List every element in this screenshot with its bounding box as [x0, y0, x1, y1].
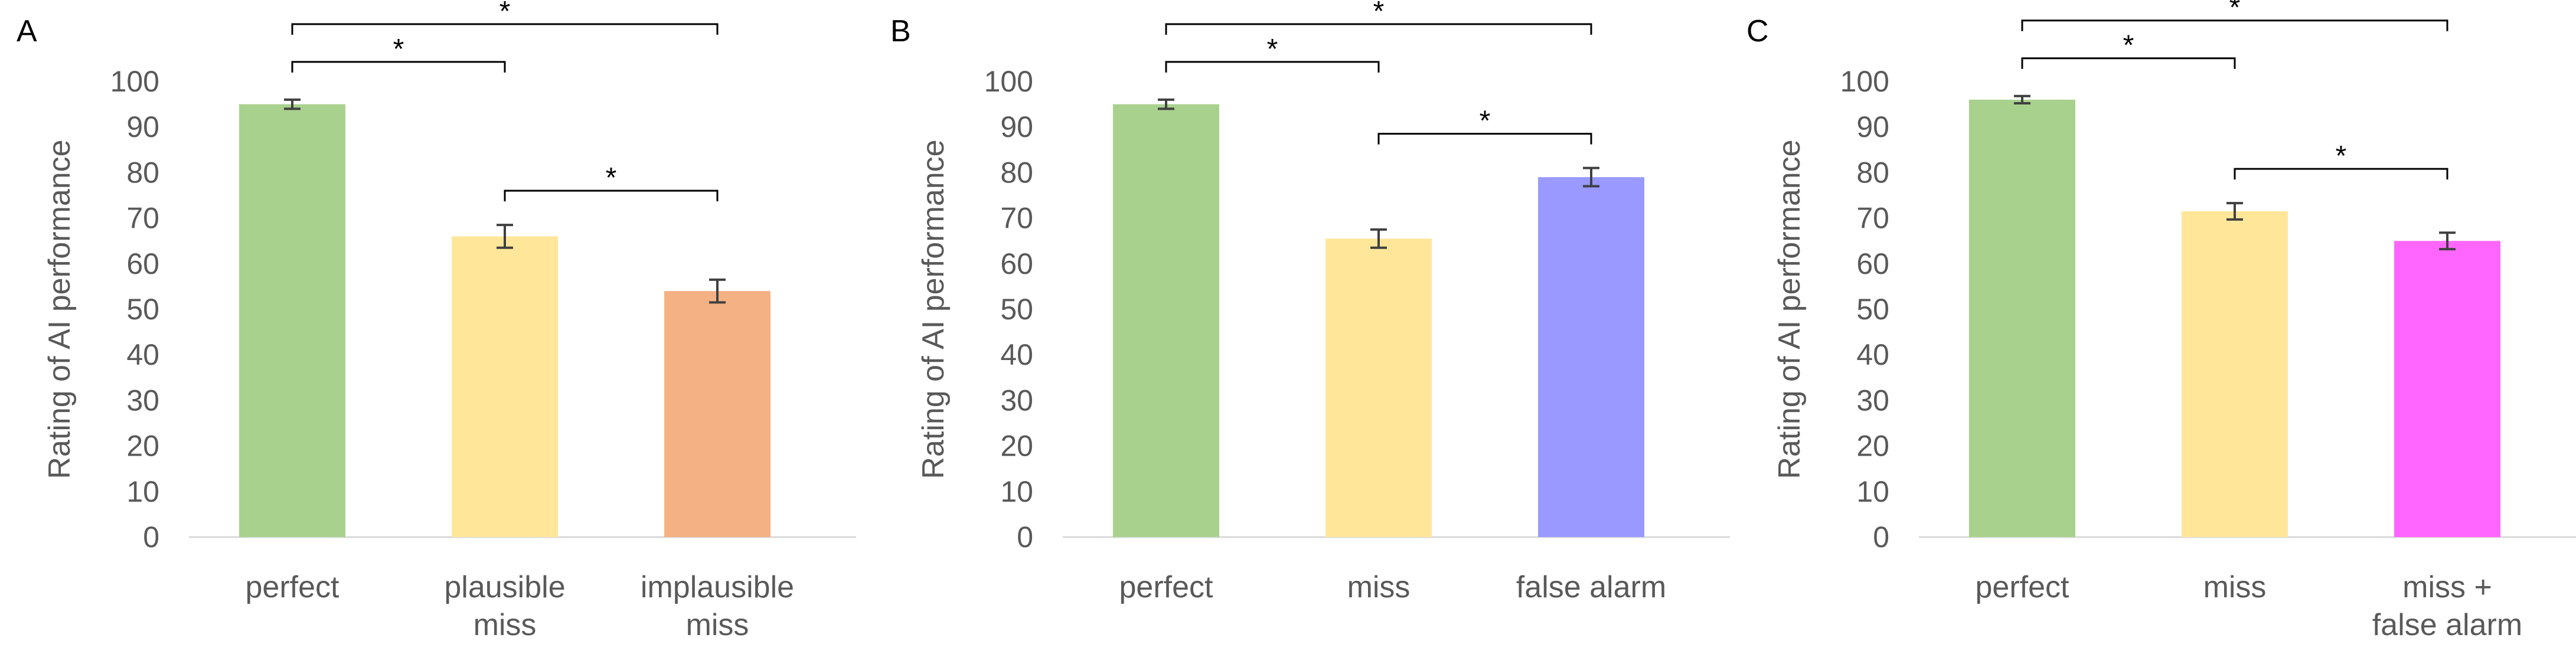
- y-tick-label: 80: [126, 156, 159, 189]
- x-tick-label: miss +: [2402, 570, 2492, 604]
- panel-letter: C: [1746, 14, 1769, 48]
- x-tick-label: false alarm: [1516, 570, 1666, 604]
- bar: [664, 291, 770, 537]
- panel-letter: B: [890, 14, 911, 48]
- y-tick-label: 0: [1873, 521, 1889, 554]
- y-tick-label: 70: [126, 202, 159, 235]
- y-tick-label: 40: [1000, 338, 1033, 371]
- x-tick-label: miss: [2203, 570, 2267, 604]
- significance-star: *: [1480, 106, 1491, 137]
- bar: [1538, 177, 1644, 537]
- y-tick-label: 50: [1856, 293, 1889, 326]
- y-tick-label: 70: [1000, 202, 1033, 235]
- y-tick-label: 10: [1856, 475, 1889, 508]
- y-tick-label: 10: [126, 475, 159, 508]
- significance-star: *: [2336, 140, 2347, 172]
- y-tick-label: 60: [126, 247, 159, 280]
- bar: [2394, 241, 2500, 537]
- y-tick-label: 40: [126, 338, 159, 371]
- y-tick-label: 100: [984, 65, 1033, 98]
- y-tick-label: 100: [1840, 65, 1889, 98]
- y-axis-title: Rating of AI performance: [43, 139, 77, 479]
- bar: [1113, 104, 1219, 538]
- chart-panel-c: C Rating of AI performance 0 10 20 30 40 50 60 70…: [1746, 0, 2576, 642]
- x-tick-label: miss: [1347, 570, 1411, 604]
- x-tick-label: miss: [686, 608, 749, 642]
- bar: [1969, 99, 2075, 537]
- significance-star: *: [606, 162, 617, 194]
- y-tick-label: 0: [143, 521, 159, 554]
- y-tick-label: 90: [1856, 110, 1889, 143]
- significance-star: *: [2229, 0, 2241, 24]
- x-tick-label: implausible: [641, 570, 794, 604]
- significance-star: *: [393, 34, 404, 65]
- significance-bracket: [1165, 23, 1592, 35]
- significance-bracket: [2234, 168, 2448, 180]
- y-tick-label: 100: [110, 65, 159, 98]
- y-tick-label: 80: [1856, 156, 1889, 189]
- significance-bracket: [291, 23, 719, 35]
- y-tick-label: 90: [1000, 110, 1033, 143]
- x-tick-label: perfect: [1119, 570, 1214, 604]
- y-tick-label: 60: [1000, 247, 1033, 280]
- y-axis-title: Rating of AI performance: [916, 139, 951, 479]
- x-tick-label: perfect: [1976, 570, 2070, 604]
- significance-bracket: [1377, 133, 1592, 145]
- y-tick-label: 40: [1856, 338, 1889, 371]
- y-tick-label: 70: [1856, 202, 1889, 235]
- y-tick-label: 10: [1000, 475, 1033, 508]
- y-tick-label: 20: [1000, 430, 1033, 463]
- significance-bracket: [2021, 57, 2236, 69]
- significance-star: *: [1267, 34, 1278, 65]
- bar: [1325, 238, 1432, 537]
- significance-star: *: [499, 0, 511, 27]
- y-tick-label: 50: [1000, 293, 1033, 326]
- x-tick-label: perfect: [246, 570, 340, 604]
- y-axis-title: Rating of AI performance: [1772, 139, 1807, 479]
- significance-star: *: [2123, 30, 2134, 61]
- y-tick-label: 80: [1000, 156, 1033, 189]
- y-tick-label: 30: [1000, 384, 1033, 417]
- y-tick-label: 0: [1017, 521, 1033, 554]
- bar: [239, 104, 345, 538]
- significance-bracket: [2021, 19, 2448, 31]
- chart-panel-b: B Rating of AI performance 0 10 20 30 40 50 60 70…: [890, 0, 1730, 604]
- y-tick-label: 30: [126, 384, 159, 417]
- y-tick-label: 60: [1856, 247, 1889, 280]
- y-tick-label: 50: [126, 293, 159, 326]
- significance-star: *: [1373, 0, 1385, 27]
- x-tick-label: plausible: [444, 570, 565, 604]
- significance-bracket: [1165, 61, 1380, 73]
- chart-panel-a: A Rating of AI performance 0 10 20 30 40 50 60 70…: [17, 0, 856, 642]
- y-tick-label: 20: [126, 430, 159, 463]
- x-tick-label: miss: [474, 608, 537, 642]
- bar: [2182, 211, 2288, 537]
- y-tick-label: 20: [1856, 430, 1889, 463]
- significance-bracket: [291, 61, 506, 73]
- y-tick-label: 30: [1856, 384, 1889, 417]
- panel-letter: A: [17, 14, 37, 48]
- significance-bracket: [504, 189, 719, 202]
- bar: [452, 236, 558, 537]
- y-tick-label: 90: [126, 110, 159, 143]
- x-tick-label: false alarm: [2372, 608, 2522, 642]
